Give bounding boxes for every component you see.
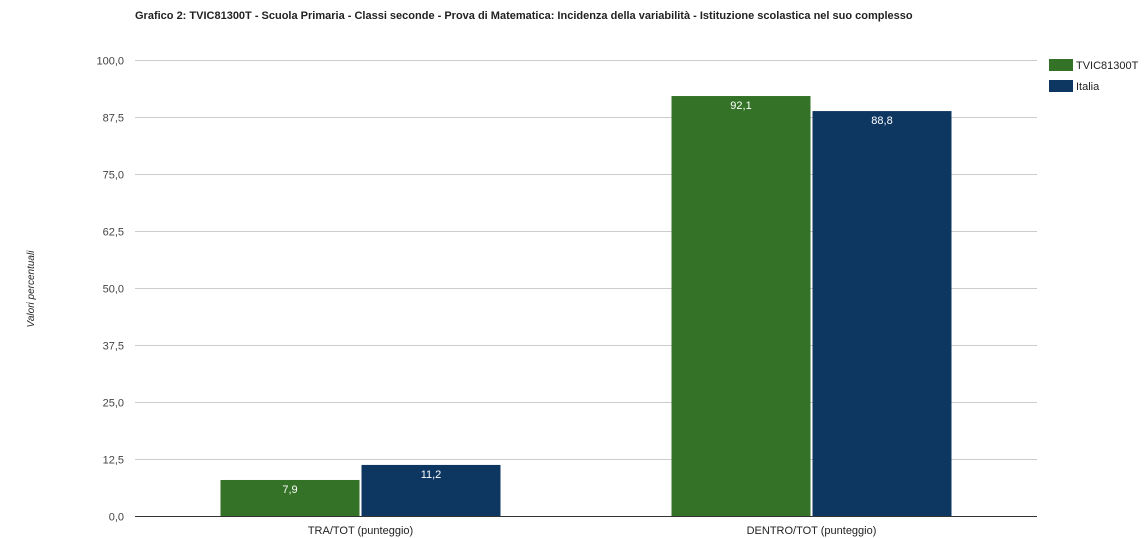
y-tick-label: 25,0	[103, 398, 124, 410]
x-category-label: TRA/TOT (punteggio)	[308, 525, 413, 537]
data-label: 11,2	[421, 469, 442, 481]
legend: TVIC81300T Italia	[1049, 59, 1139, 93]
legend-swatch	[1049, 80, 1073, 92]
bar-tvic81300t-0	[220, 479, 360, 516]
y-tick-label: 50,0	[103, 284, 124, 296]
bar-italia-0	[361, 464, 501, 516]
y-tick-label: 75,0	[103, 170, 124, 182]
legend-label: TVIC81300T	[1076, 60, 1139, 72]
data-label: 88,8	[871, 115, 892, 127]
y-tick-label: 37,5	[103, 341, 124, 353]
legend-swatch	[1049, 59, 1073, 71]
y-tick-label: 0,0	[109, 512, 124, 524]
data-labels: 7,9 11,2 92,1 88,8	[282, 100, 892, 496]
y-axis-ticks: 0,0 12,5 25,0 37,5 50,0 62,5 75,0 87,5 100,0	[96, 56, 124, 524]
x-category-label: DENTRO/TOT (punteggio)	[747, 525, 877, 537]
data-label: 92,1	[730, 100, 751, 112]
bar-italia-1	[812, 111, 952, 517]
y-axis-label: Valori percentuali	[26, 250, 37, 328]
legend-label: Italia	[1076, 81, 1100, 93]
data-label: 7,9	[282, 484, 297, 496]
bars	[220, 96, 952, 517]
y-tick-label: 100,0	[96, 56, 124, 68]
chart-title: Grafico 2: TVIC81300T - Scuola Primaria …	[135, 10, 913, 22]
x-axis-categories: TRA/TOT (punteggio) DENTRO/TOT (punteggio…	[308, 525, 877, 537]
y-tick-label: 62,5	[103, 227, 124, 239]
y-tick-label: 87,5	[103, 113, 124, 125]
bar-tvic81300t-1	[671, 96, 811, 517]
y-tick-label: 12,5	[103, 455, 124, 467]
